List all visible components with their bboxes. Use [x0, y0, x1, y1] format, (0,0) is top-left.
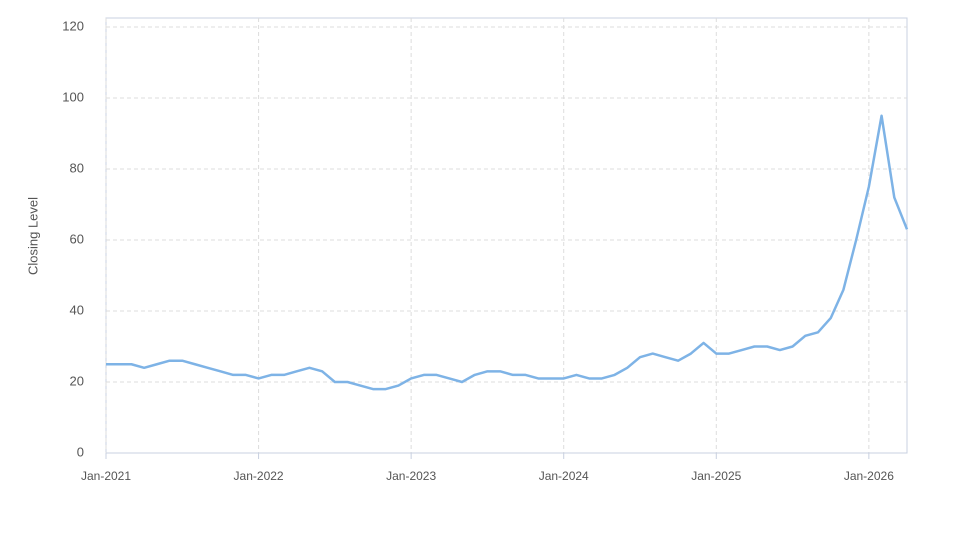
y-tick-label: 40: [70, 302, 84, 317]
y-tick-label: 80: [70, 160, 84, 175]
x-tick-label: Jan-2022: [234, 469, 284, 483]
y-tick-label: 100: [62, 89, 84, 104]
x-tick-label: Jan-2021: [81, 469, 131, 483]
x-tick-label: Jan-2023: [386, 469, 436, 483]
y-axis-label: Closing Level: [25, 197, 40, 275]
y-tick-label: 20: [70, 373, 84, 388]
plot-frame: [105, 17, 908, 454]
x-tick-label: Jan-2025: [691, 469, 741, 483]
y-tick-label: 60: [70, 231, 84, 246]
y-tick-label: 0: [77, 444, 84, 459]
line: [106, 114, 909, 391]
x-tick-label: Jan-2026: [844, 469, 894, 483]
y-tick-label: 120: [62, 18, 84, 33]
x-tick-label: Jan-2024: [539, 469, 589, 483]
